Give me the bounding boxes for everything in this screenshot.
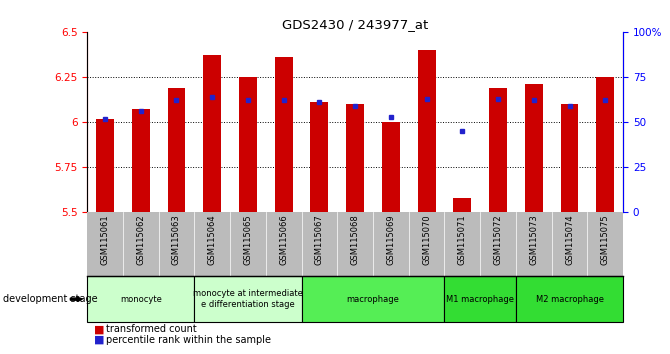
Text: GSM115063: GSM115063 <box>172 214 181 265</box>
Bar <box>203 55 221 212</box>
Bar <box>561 104 578 212</box>
Text: monocyte at intermediate
e differentiation stage: monocyte at intermediate e differentiati… <box>193 290 303 309</box>
Text: GSM115072: GSM115072 <box>494 214 502 265</box>
Text: GSM115061: GSM115061 <box>100 214 109 265</box>
Bar <box>417 50 436 212</box>
Text: GSM115062: GSM115062 <box>136 214 145 265</box>
Text: M2 macrophage: M2 macrophage <box>535 295 604 304</box>
Text: transformed count: transformed count <box>106 324 196 334</box>
Bar <box>525 84 543 212</box>
Text: GSM115068: GSM115068 <box>350 214 360 265</box>
Bar <box>168 88 186 212</box>
Bar <box>96 119 114 212</box>
Bar <box>310 102 328 212</box>
Bar <box>239 77 257 212</box>
Bar <box>596 77 614 212</box>
Text: monocyte: monocyte <box>120 295 161 304</box>
Bar <box>275 57 293 212</box>
Text: GSM115064: GSM115064 <box>208 214 216 265</box>
Text: GSM115075: GSM115075 <box>601 214 610 265</box>
Text: percentile rank within the sample: percentile rank within the sample <box>106 335 271 345</box>
Text: GSM115071: GSM115071 <box>458 214 467 265</box>
Text: development stage: development stage <box>3 294 98 304</box>
Text: ■: ■ <box>94 335 105 345</box>
Text: GSM115065: GSM115065 <box>243 214 253 265</box>
Bar <box>382 122 400 212</box>
Text: ■: ■ <box>94 324 105 334</box>
Text: macrophage: macrophage <box>346 295 399 304</box>
Text: GSM115067: GSM115067 <box>315 214 324 265</box>
Text: GSM115070: GSM115070 <box>422 214 431 265</box>
Text: GSM115066: GSM115066 <box>279 214 288 265</box>
Text: GSM115073: GSM115073 <box>529 214 538 265</box>
Bar <box>454 198 471 212</box>
Bar <box>132 109 149 212</box>
Bar <box>489 88 507 212</box>
Text: GSM115074: GSM115074 <box>565 214 574 265</box>
Bar <box>346 104 364 212</box>
Title: GDS2430 / 243977_at: GDS2430 / 243977_at <box>282 18 428 31</box>
Text: M1 macrophage: M1 macrophage <box>446 295 514 304</box>
Text: GSM115069: GSM115069 <box>387 214 395 265</box>
